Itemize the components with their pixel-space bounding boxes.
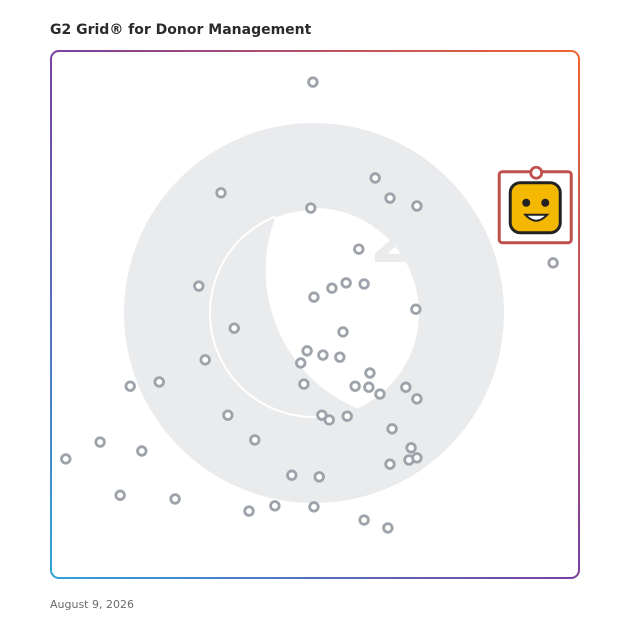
- product-point: [405, 442, 417, 454]
- product-point: [326, 282, 338, 294]
- product-point: [382, 522, 394, 534]
- product-point: [307, 76, 319, 88]
- product-point: [193, 280, 205, 292]
- product-point: [400, 381, 412, 393]
- product-point: [410, 303, 422, 315]
- product-point: [94, 436, 106, 448]
- product-point: [301, 345, 313, 357]
- product-point: [249, 434, 261, 446]
- product-point: [199, 354, 211, 366]
- product-point: [308, 501, 320, 513]
- logo-smile: [522, 213, 550, 222]
- logo-eye: [541, 198, 550, 207]
- product-point: [369, 172, 381, 184]
- product-point: [529, 165, 544, 180]
- product-point: [124, 380, 136, 392]
- logo-body: [508, 181, 562, 235]
- product-point: [353, 243, 365, 255]
- product-point: [215, 187, 227, 199]
- product-point: [411, 452, 423, 464]
- product-point: [136, 445, 148, 457]
- product-point: [337, 326, 349, 338]
- product-point: [411, 200, 423, 212]
- svg-text:2: 2: [370, 207, 412, 277]
- product-point: [308, 291, 320, 303]
- product-logo: [508, 181, 562, 235]
- product-point: [384, 458, 396, 470]
- product-point: [374, 388, 386, 400]
- product-point: [341, 410, 353, 422]
- product-point: [269, 500, 281, 512]
- logo-eye: [522, 198, 531, 207]
- product-point: [228, 322, 240, 334]
- product-point: [411, 393, 423, 405]
- product-point: [313, 471, 325, 483]
- product-point: [222, 409, 234, 421]
- product-point: [364, 367, 376, 379]
- product-point: [169, 493, 181, 505]
- product-point: [298, 378, 310, 390]
- product-point: [384, 192, 396, 204]
- g2-watermark: 2: [124, 123, 504, 503]
- product-point: [243, 505, 255, 517]
- product-point: [334, 351, 346, 363]
- product-point: [295, 357, 307, 369]
- date: August 9, 2026: [50, 598, 134, 611]
- product-point: [305, 202, 317, 214]
- product-point: [286, 469, 298, 481]
- product-point: [323, 414, 335, 426]
- product-point: [317, 349, 329, 361]
- product-point: [349, 380, 361, 392]
- product-point: [363, 381, 375, 393]
- product-point: [386, 423, 398, 435]
- product-point: [358, 514, 370, 526]
- chart-title: G2 Grid® for Donor Management: [50, 22, 312, 38]
- product-point: [340, 277, 352, 289]
- product-point: [153, 376, 165, 388]
- product-point: [358, 278, 370, 290]
- product-point: [60, 453, 72, 465]
- product-point: [547, 257, 559, 269]
- product-point: [114, 489, 126, 501]
